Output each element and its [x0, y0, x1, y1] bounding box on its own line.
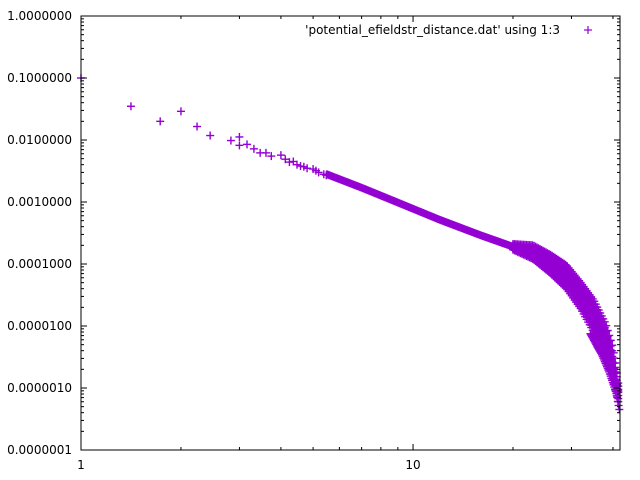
data-point	[605, 331, 614, 340]
y-tick	[81, 142, 620, 203]
data-point	[603, 326, 612, 335]
y-tick-label: 0.1000000	[7, 71, 72, 85]
data-point	[603, 362, 612, 371]
data-point	[603, 364, 612, 373]
data-point	[600, 317, 609, 326]
x-axis: 1 10	[77, 16, 614, 472]
data-point	[600, 357, 609, 366]
data-point	[599, 354, 608, 363]
y-tick	[81, 266, 620, 327]
legend-marker	[584, 26, 592, 34]
data-point	[206, 131, 215, 140]
data-point	[235, 132, 244, 141]
data-point	[303, 164, 312, 173]
data-point	[614, 401, 623, 410]
data-points	[77, 74, 624, 414]
data-point	[602, 321, 611, 330]
data-point	[602, 361, 611, 370]
y-axis: 0.0000001 0.0000010 0.0000100 0.0001000 0.00…	[7, 9, 620, 457]
data-point	[249, 144, 258, 153]
data-point	[598, 352, 607, 361]
x-tick-label: 1	[77, 458, 85, 472]
y-tick-label: 0.0001000	[7, 257, 72, 271]
y-tick	[81, 390, 620, 451]
legend: 'potential_efieldstr_distance.dat' using…	[305, 23, 592, 37]
data-point	[601, 359, 610, 368]
y-tick	[81, 80, 620, 141]
y-tick-label: 1.0000000	[7, 9, 72, 23]
data-point	[226, 136, 235, 145]
data-point	[267, 152, 276, 161]
data-point	[176, 107, 185, 116]
data-point	[243, 140, 252, 149]
data-point	[609, 348, 618, 357]
data-point	[126, 102, 135, 111]
data-point	[604, 366, 613, 375]
legend-label: 'potential_efieldstr_distance.dat' using…	[305, 23, 560, 37]
y-tick-label: 0.0000010	[7, 381, 72, 395]
x-tick-label: 10	[405, 458, 420, 472]
y-tick-label: 0.0000100	[7, 319, 72, 333]
data-point	[261, 148, 270, 157]
y-tick	[81, 204, 620, 265]
plot-frame	[80, 15, 621, 451]
data-point	[292, 160, 301, 169]
y-tick-label: 0.0010000	[7, 195, 72, 209]
data-point	[235, 141, 244, 150]
y-tick	[81, 18, 620, 79]
data-point	[193, 122, 202, 131]
data-point	[281, 155, 290, 164]
data-point	[597, 350, 606, 359]
y-tick	[81, 328, 620, 389]
data-point	[314, 168, 323, 177]
data-point	[600, 355, 609, 364]
data-point	[611, 358, 620, 367]
y-tick-label: 0.0100000	[7, 133, 72, 147]
data-point	[276, 151, 285, 160]
data-point	[612, 369, 621, 378]
data-point	[608, 341, 617, 350]
data-point	[156, 117, 165, 126]
y-tick-label: 0.0000001	[7, 443, 72, 457]
data-point	[606, 336, 615, 345]
